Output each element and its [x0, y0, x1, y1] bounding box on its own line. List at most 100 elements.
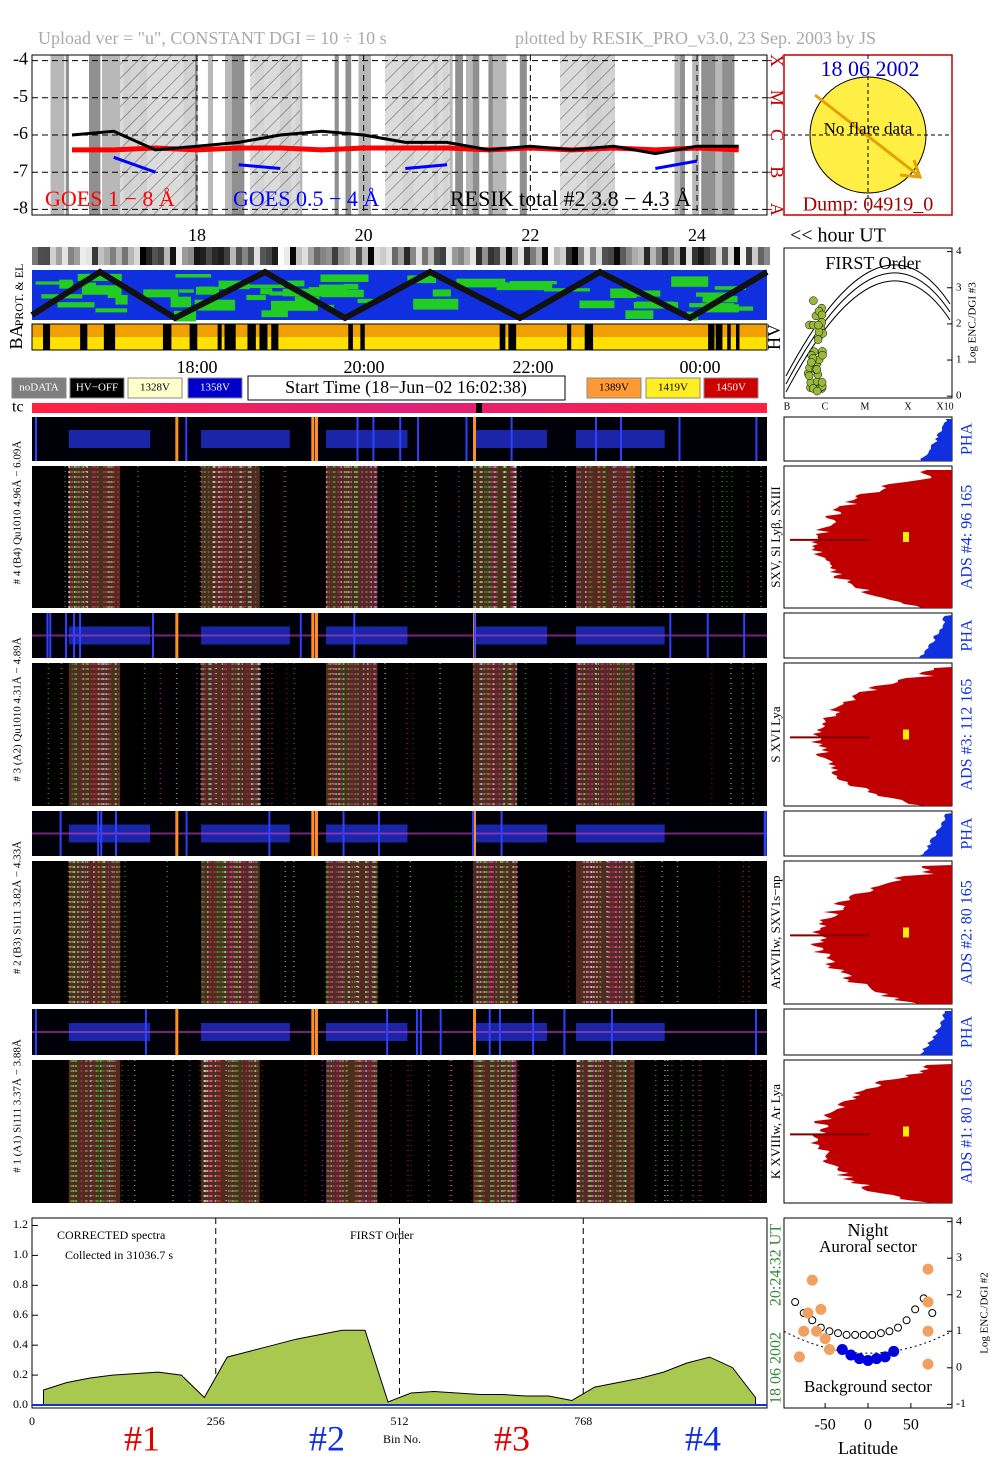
gray-strip: [182, 247, 188, 265]
gray-strip: [470, 247, 476, 265]
strip-line: [743, 613, 746, 658]
prot-blob: [81, 285, 122, 295]
prot-blob: [703, 304, 739, 313]
ba-gap: [247, 324, 256, 350]
gray-strip: [68, 247, 74, 265]
gray-strip: [446, 247, 452, 265]
prot-blob: [95, 308, 128, 313]
line-ids: ArXVIIw, SXV1s−np: [768, 875, 783, 989]
panel-title: CORRECTED spectra: [57, 1228, 166, 1242]
gray-strip: [536, 247, 542, 265]
header-text: Upload ver = "u", CONSTANT DGI = 10 ÷ 10…: [38, 28, 387, 48]
gray-strip: [482, 247, 488, 265]
x-tick-label: 0: [864, 1417, 872, 1434]
model-curve: [785, 264, 951, 377]
gray-strip: [86, 247, 92, 265]
pha-histogram: [919, 1011, 952, 1055]
gray-strip: [398, 247, 404, 265]
gray-strip: [272, 247, 278, 265]
gray-strip: [524, 247, 530, 265]
strip-hv: [311, 613, 315, 658]
x-tick-label: 512: [391, 1414, 409, 1428]
gray-strip: [158, 247, 164, 265]
obs-point: [812, 386, 822, 396]
ba-gap: [224, 324, 233, 350]
gray-strip: [302, 247, 308, 265]
gray-strip: [122, 247, 128, 265]
gray-strip: [392, 247, 398, 265]
strip-line: [678, 417, 681, 461]
line-ids: SXV, Sl Lyβ, SXIII: [768, 486, 783, 587]
gray-strip: [368, 247, 374, 265]
note: No flare data: [824, 119, 913, 138]
gray-strip: [296, 247, 302, 265]
gray-strip: [50, 247, 56, 265]
gray-strip: [62, 247, 68, 265]
strip-hv: [175, 613, 179, 658]
line-ids: K XVIIIw, Ar Lya: [768, 1084, 783, 1179]
prot-blob: [261, 310, 288, 318]
scatter-point: [868, 1330, 877, 1339]
prot-blob: [633, 302, 679, 309]
x-tick-label: C: [822, 401, 829, 412]
prot-blob: [115, 294, 128, 305]
gray-strip: [218, 247, 224, 265]
gray-strip: [266, 247, 272, 265]
prot-blob: [343, 283, 359, 290]
x-tick-label: 50: [903, 1417, 919, 1434]
y-tick-label: 3: [956, 281, 962, 293]
strip-line: [97, 811, 100, 856]
y-tick-label: 2: [956, 317, 962, 329]
strip-band: [473, 430, 548, 448]
arrow-head: [899, 159, 923, 179]
strip-line: [415, 1009, 418, 1055]
scatter-point: [922, 1296, 934, 1308]
gray-strip: [644, 247, 650, 265]
y-tick-label: 0.0: [13, 1397, 28, 1411]
prot-blob: [59, 279, 73, 289]
model-curve: [785, 272, 951, 385]
prot-blob: [537, 282, 553, 291]
hist-marker: [903, 1126, 909, 1137]
time-label: 00:00: [679, 357, 720, 377]
legend-label: HV−OFF: [76, 382, 118, 394]
date: 18 06 2002: [821, 56, 920, 81]
spectrogram: [32, 861, 767, 1004]
gray-strip: [152, 247, 158, 265]
frame: [31, 323, 768, 351]
ba-gap: [567, 324, 572, 350]
strip-line: [669, 613, 672, 658]
gray-strip: [614, 247, 620, 265]
x-tick-label: 20: [355, 225, 373, 245]
ba-gap: [584, 324, 594, 350]
gray-strip: [692, 247, 698, 265]
gray-strip: [674, 247, 680, 265]
gray-strip: [284, 247, 290, 265]
gray-strip: [170, 247, 176, 265]
spectrum-area: [42, 1329, 757, 1406]
segment-label: #1: [124, 1418, 160, 1458]
prot-blob: [199, 286, 215, 294]
prot-blob: [319, 284, 348, 294]
legend-entry: RESIK total #2 3.8 − 4.3 Å: [450, 186, 691, 211]
ba-gap: [360, 324, 365, 350]
ads-label: ADS #2: 80 165: [959, 880, 976, 984]
strip-line: [151, 613, 154, 658]
gray-strip: [518, 247, 524, 265]
hist-marker: [903, 927, 909, 938]
gray-strip: [458, 247, 464, 265]
strip-line: [299, 613, 302, 658]
gray-strip: [98, 247, 104, 265]
detector-label: # 3 (A2) Qu1010 4.31Å − 4.89Å: [12, 637, 24, 781]
ads-histogram: [810, 470, 952, 608]
y-tick-label: 0: [956, 390, 962, 402]
gray-strip: [356, 247, 362, 265]
strip-hv: [311, 1009, 315, 1055]
ads-label: ADS #4: 96 165: [959, 485, 976, 589]
gray-strip: [254, 247, 260, 265]
gray-strip: [758, 247, 764, 265]
x-tick-label: X10: [936, 401, 953, 412]
gray-strip: [668, 247, 674, 265]
prot-blob: [194, 299, 236, 311]
gray-strip: [380, 247, 386, 265]
